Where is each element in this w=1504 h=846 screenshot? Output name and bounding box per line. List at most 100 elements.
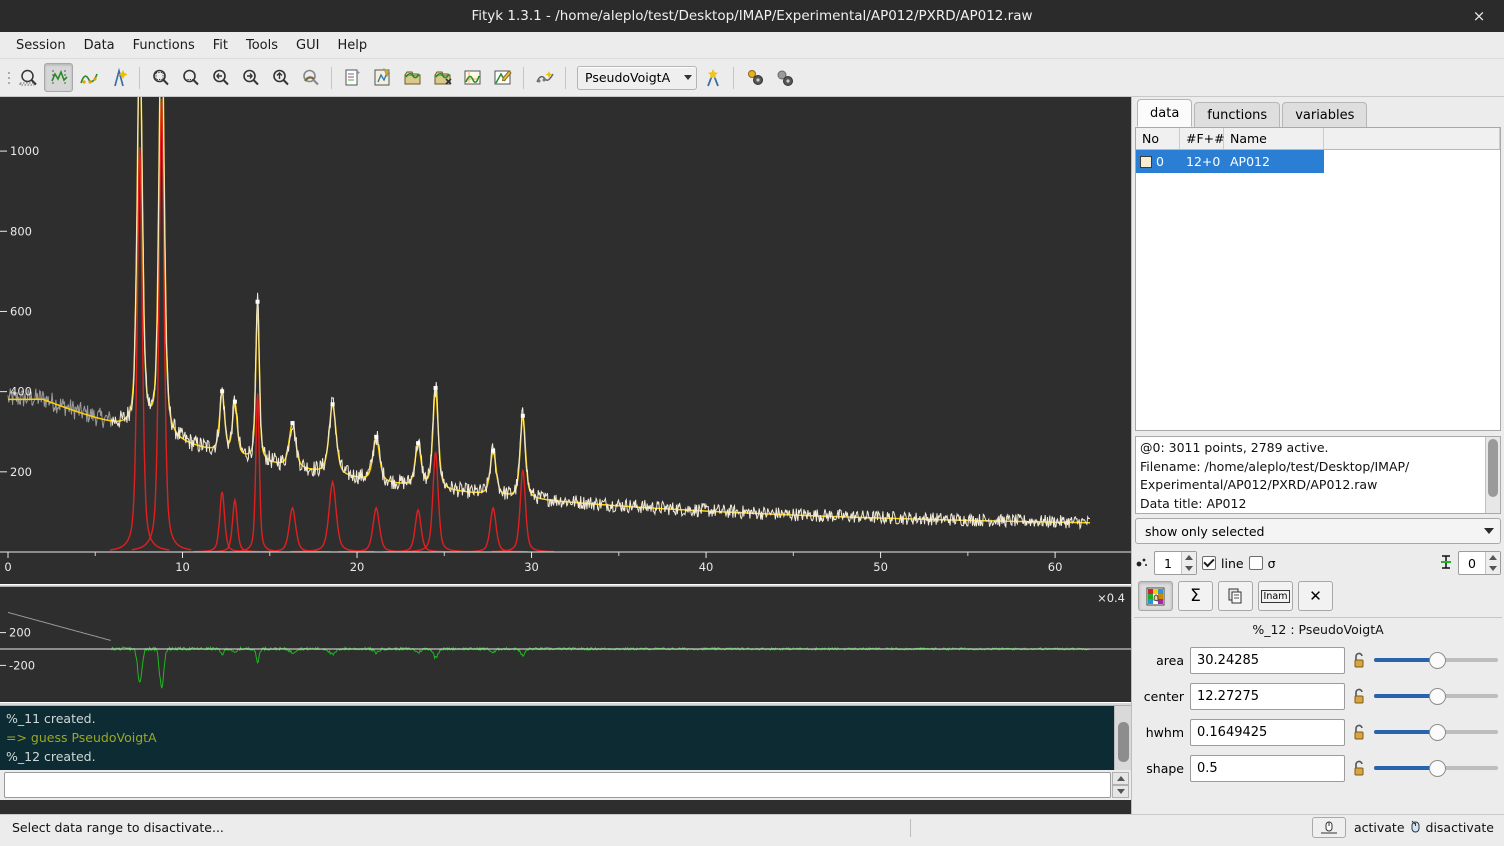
info-line: @0: 3011 points, 2789 active. [1140,440,1329,455]
param-input-area[interactable]: 30.24285 [1190,646,1345,674]
offset-up-button[interactable] [1486,552,1500,563]
slider-knob[interactable] [1428,651,1446,669]
tab-variables[interactable]: variables [1282,102,1368,127]
console-splitter[interactable] [0,702,1131,706]
mouse-help-button[interactable] [1311,817,1346,838]
show-mode-select[interactable]: show only selected [1135,518,1501,544]
rename-button[interactable]: Inam [1258,581,1293,611]
main-plot-canvas[interactable]: 0 10 20 30 40 50 60 1000 800 600 400 200 [0,97,1131,584]
data-range-icon[interactable] [44,63,73,92]
slider-knob[interactable] [1428,723,1446,741]
tab-data[interactable]: data [1137,99,1193,127]
param-value-center: 12.27275 [1197,688,1260,704]
row-checkbox[interactable] [1140,155,1152,168]
menu-session[interactable]: Session [16,37,66,53]
menu-fit[interactable]: Fit [212,37,228,53]
load-script-icon[interactable] [368,63,397,92]
baseline-icon[interactable] [530,63,559,92]
svg-text:-200: -200 [9,658,35,672]
offset-stepper[interactable]: 0 [1458,551,1501,575]
zoom-mode-icon[interactable] [14,63,43,92]
point-size-down-button[interactable] [1182,563,1196,574]
param-slider-shape[interactable] [1374,758,1498,778]
residual-plot[interactable]: 200 -200 ×0.4 [0,587,1131,702]
point-size-stepper[interactable]: 1 [1154,551,1197,575]
left-column: 0 10 20 30 40 50 60 1000 800 600 400 200 200 -200 ×0… [0,97,1131,814]
param-input-hwhm[interactable]: 0.1649425 [1190,718,1345,746]
toolbar-grip[interactable] [4,66,13,90]
command-history-spinner[interactable] [1112,772,1129,798]
add-peak-icon[interactable] [74,63,103,92]
sum-button[interactable]: Σ [1178,581,1213,611]
close-icon[interactable]: × [1472,7,1486,25]
offset-down-button[interactable] [1486,563,1500,574]
menu-gui[interactable]: GUI [296,37,320,53]
menu-functions[interactable]: Functions [132,37,195,53]
console-output[interactable]: %_11 created. => guess PseudoVoigtA %_12… [0,706,1131,770]
param-input-center[interactable]: 12.27275 [1190,682,1345,710]
fit-run-icon[interactable] [740,63,769,92]
info-line: Data title: AP012 [1140,495,1247,511]
menu-data[interactable]: Data [83,37,115,53]
slider-knob[interactable] [1428,759,1446,777]
lock-open-icon[interactable] [1351,760,1368,777]
line-checkbox[interactable] [1202,556,1216,570]
svg-text:400: 400 [10,385,32,399]
sigma-checkbox[interactable] [1248,556,1263,570]
sigma-checkbox-label: σ [1267,555,1276,571]
tab-functions[interactable]: functions [1194,102,1281,127]
data-color-button[interactable] [1138,581,1173,611]
zoom-vertical-icon[interactable] [266,63,295,92]
auto-fit-icon[interactable] [104,63,133,92]
column-header-name: Name [1224,128,1324,149]
history-down-button[interactable] [1112,785,1129,798]
menu-help[interactable]: Help [337,37,368,53]
line-checkbox-label: line [1221,555,1244,571]
table-header: No #F+# Name [1136,128,1500,150]
param-value-hwhm: 0.1649425 [1197,724,1268,740]
point-size-up-button[interactable] [1182,552,1196,563]
dataset-table[interactable]: No #F+# Name 0 12+0 AP012 [1135,127,1501,431]
history-up-button[interactable] [1112,772,1129,785]
lock-open-icon[interactable] [1351,652,1368,669]
new-dataset-icon[interactable] [338,63,367,92]
zoom-all-icon[interactable] [146,63,175,92]
param-slider-center[interactable] [1374,686,1498,706]
lock-open-icon[interactable] [1351,724,1368,741]
open-file-add-icon[interactable] [428,63,457,92]
zoom-out-icon[interactable] [206,63,235,92]
param-row-center: center 12.27275 [1132,678,1504,714]
scrollbar-thumb[interactable] [1488,439,1498,497]
param-slider-hwhm[interactable] [1374,722,1498,742]
zoom-selection-icon[interactable] [176,63,205,92]
dataset-info-box[interactable]: @0: 3011 points, 2789 active. Filename: … [1135,436,1501,514]
fit-settings-icon[interactable] [770,63,799,92]
zoom-in-icon[interactable] [236,63,265,92]
param-input-shape[interactable]: 0.5 [1190,754,1345,782]
info-scrollbar[interactable] [1485,437,1500,513]
zoom-back-icon[interactable] [296,63,325,92]
table-row[interactable]: 0 12+0 AP012 [1136,150,1500,173]
plot-splitter[interactable] [0,584,1131,587]
svg-text:40: 40 [699,560,714,574]
slider-knob[interactable] [1428,687,1446,705]
show-mode-value: show only selected [1145,523,1265,539]
menu-tools[interactable]: Tools [245,37,279,53]
function-type-select[interactable]: PseudoVoigtA [577,65,697,90]
delete-button[interactable]: ✕ [1298,581,1333,611]
residual-plot-canvas[interactable]: 200 -200 [0,587,1131,702]
export-plot-icon[interactable] [458,63,487,92]
copy-style-button[interactable] [1218,581,1253,611]
command-input[interactable] [4,772,1111,798]
offset-icon [1439,554,1453,573]
main-plot[interactable]: 0 10 20 30 40 50 60 1000 800 600 400 200 [0,97,1131,584]
add-function-icon[interactable] [698,63,727,92]
lock-open-icon[interactable] [1351,688,1368,705]
param-slider-area[interactable] [1374,650,1498,670]
right-panel-tabs: data functions variables [1132,97,1504,127]
console-scrollbar[interactable] [1114,706,1131,770]
scrollbar-thumb[interactable] [1118,722,1129,762]
mouse-icon [1409,819,1422,837]
save-image-icon[interactable] [488,63,517,92]
open-file-icon[interactable] [398,63,427,92]
